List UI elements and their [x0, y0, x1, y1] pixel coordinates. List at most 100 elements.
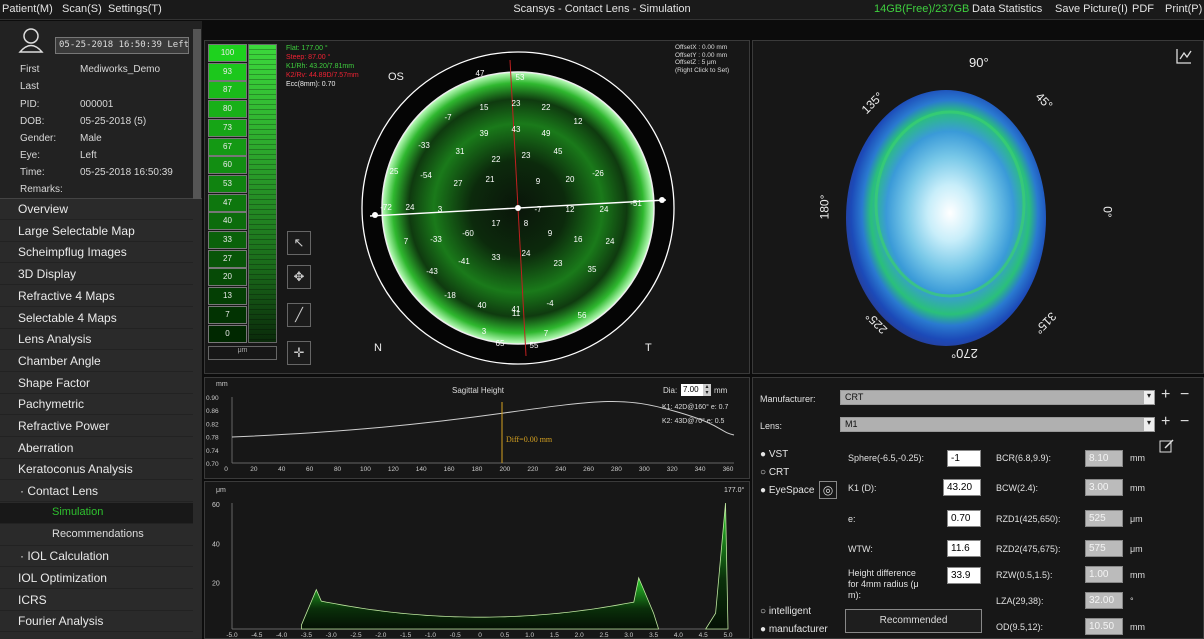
bcr-input[interactable]: 8.10	[1085, 450, 1123, 467]
sag-x-tick: 340	[695, 466, 706, 473]
od-input[interactable]: 10.50	[1085, 618, 1123, 635]
sag-title: Sagittal Height	[452, 386, 505, 395]
k1-input[interactable]: 43.20	[943, 479, 981, 496]
fluo-x-tick: 2.0	[575, 632, 584, 639]
rzd1-input[interactable]: 525	[1085, 510, 1123, 527]
move-tool-icon[interactable]: ✥	[287, 265, 311, 289]
sidebar-item-scheimpflug-images[interactable]: Scheimpflug Images	[0, 242, 193, 264]
sidebar-item-icrs[interactable]: ICRS	[0, 590, 193, 611]
rzw-input[interactable]: 1.00	[1085, 566, 1123, 583]
topography-ring	[874, 110, 1026, 298]
add-manufacturer-icon[interactable]: +	[1161, 386, 1171, 403]
sidebar-scrollbar[interactable]	[193, 29, 201, 199]
sidebar-item-lens-analysis[interactable]: Lens Analysis	[0, 329, 193, 351]
sidebar-item-iol-optimization[interactable]: IOL Optimization	[0, 568, 193, 589]
pdf-button[interactable]: PDF	[1132, 3, 1154, 15]
sidebar-item-overview[interactable]: Overview	[0, 199, 193, 220]
map-cell-value: 3	[482, 327, 487, 336]
axis-tool-icon[interactable]: ✛	[287, 341, 311, 365]
sidebar-item-recommendations[interactable]: Recommendations	[0, 525, 193, 546]
ecc-text: Ecc(8mm): 0.70	[286, 81, 336, 88]
manufacturer-radio[interactable]: ● manufacturer	[760, 624, 828, 635]
sag-x-tick: 40	[278, 466, 286, 473]
data-statistics-button[interactable]: Data Statistics	[972, 3, 1043, 15]
recommended-button[interactable]: Recommended	[845, 609, 982, 633]
add-lens-icon[interactable]: +	[1161, 413, 1171, 430]
chevron-down-icon[interactable]: ▾	[1144, 418, 1154, 431]
remove-manufacturer-icon[interactable]: −	[1180, 386, 1190, 403]
fluo-edge-area	[704, 502, 729, 630]
sidebar-item-refractive-power[interactable]: Refractive Power	[0, 416, 193, 437]
sidebar-item-pachymetric[interactable]: Pachymetric	[0, 394, 193, 416]
sag-x-tick: 220	[527, 466, 538, 473]
edit-icon[interactable]	[1159, 438, 1175, 454]
sagittal-height-chart: 0.90 0.86 0.82 0.78 0.74 0.70 0 20 40 60 80 100 120 1…	[206, 395, 735, 473]
sag-y-tick: 0.70	[206, 461, 219, 468]
sag-k2: K2: 43D@70° e: 0.5	[662, 418, 725, 425]
fluo-x-tick: -1.5	[400, 632, 412, 639]
sidebar-item-simulation[interactable]: Simulation	[0, 502, 193, 524]
eyespace-settings-icon[interactable]: ◎	[819, 481, 837, 499]
sidebar-item-keratoconus-analysis[interactable]: Keratoconus Analysis	[0, 459, 193, 481]
rzd2-input[interactable]: 575	[1085, 540, 1123, 557]
e-label: e:	[848, 514, 856, 524]
sidebar-item-contact-lens[interactable]: · Contact Lens	[0, 481, 193, 503]
fluo-x-tick: 1.0	[525, 632, 534, 639]
topography-3d-map[interactable]	[838, 78, 1054, 358]
offset-z: OffsetZ : 5 μm	[675, 59, 717, 66]
map-cell-value: 23	[512, 99, 521, 108]
menu-scan[interactable]: Scan(S)	[62, 3, 102, 15]
remove-lens-icon[interactable]: −	[1180, 413, 1190, 430]
fluo-x-tick: -1.0	[425, 632, 437, 639]
sidebar-item-aberration[interactable]: Aberration	[0, 438, 193, 459]
scale-value: 40	[208, 212, 247, 231]
fluo-y-tick: 20	[212, 581, 220, 588]
manufacturer-select[interactable]: CRT ▾	[840, 390, 1155, 405]
angle-270-label: 270°	[951, 346, 978, 361]
menu-settings[interactable]: Settings(T)	[108, 3, 162, 15]
sidebar-item-refractive-4-maps[interactable]: Refractive 4 Maps	[0, 286, 193, 307]
line-tool-icon[interactable]: ╱	[287, 303, 311, 327]
save-picture-button[interactable]: Save Picture(I)	[1055, 3, 1128, 15]
fluo-x-tick: -2.0	[375, 632, 387, 639]
chart-toggle-icon[interactable]	[1175, 47, 1193, 65]
crt-radio[interactable]: ○ CRT	[760, 467, 790, 478]
offset-info: OffsetX : 0.00 mm OffsetY : 0.00 mm Offs…	[675, 44, 729, 74]
sidebar-item-chamber-angle[interactable]: Chamber Angle	[0, 351, 193, 372]
map-cell-value: 22	[492, 155, 501, 164]
sidebar-item-selectable-4-maps[interactable]: Selectable 4 Maps	[0, 308, 193, 329]
vst-radio[interactable]: ● VST	[760, 449, 789, 460]
pid-label: PID:	[20, 99, 40, 110]
eyespace-radio[interactable]: ● EyeSpace	[760, 485, 815, 496]
print-button[interactable]: Print(P)	[1165, 3, 1203, 15]
bcw-input[interactable]: 3.00	[1085, 479, 1123, 496]
intelligent-radio[interactable]: ○ intelligent	[760, 606, 812, 617]
sidebar-item-large-selectable-map[interactable]: Large Selectable Map	[0, 221, 193, 242]
sphere-input[interactable]: -1	[947, 450, 981, 467]
menu-patient[interactable]: Patient(M)	[2, 3, 53, 15]
lens-select[interactable]: M1 ▾	[840, 417, 1155, 432]
e-input[interactable]: 0.70	[947, 510, 981, 527]
sidebar-item-fourier-analysis[interactable]: Fourier Analysis	[0, 611, 193, 633]
height-diff-input[interactable]: 33.9	[947, 567, 981, 584]
disk-free-status: 14GB(Free)/237GB	[874, 3, 970, 15]
dia-input[interactable]: 7.00	[681, 384, 703, 396]
height-diff-label-1: Height difference	[848, 568, 916, 578]
pointer-tool-icon[interactable]: ↖	[287, 231, 311, 255]
wtw-input[interactable]: 11.6	[947, 540, 981, 557]
sag-height-curve	[231, 401, 735, 438]
chevron-down-icon[interactable]: ▾	[1144, 391, 1154, 404]
sidebar-item-3d-display[interactable]: 3D Display	[0, 264, 193, 286]
exam-date-select[interactable]: 05-25-2018 16:50:39 Left	[55, 37, 189, 54]
dia-stepper-icon[interactable]: ▴ ▾	[703, 384, 711, 396]
sidebar-item-iol-calculation[interactable]: · IOL Calculation	[0, 546, 193, 568]
fluo-x-tick: 5.0	[723, 632, 732, 639]
lza-input[interactable]: 32.00	[1085, 592, 1123, 609]
fluo-x-tick: 2.5	[599, 632, 608, 639]
dia-label: Dia:	[663, 386, 678, 395]
sidebar-item-shape-factor[interactable]: Shape Factor	[0, 373, 193, 394]
map-cell-value: 20	[566, 175, 575, 184]
map-cell-value: 21	[486, 175, 495, 184]
offset-hint: (Right Click to Set)	[675, 66, 730, 74]
